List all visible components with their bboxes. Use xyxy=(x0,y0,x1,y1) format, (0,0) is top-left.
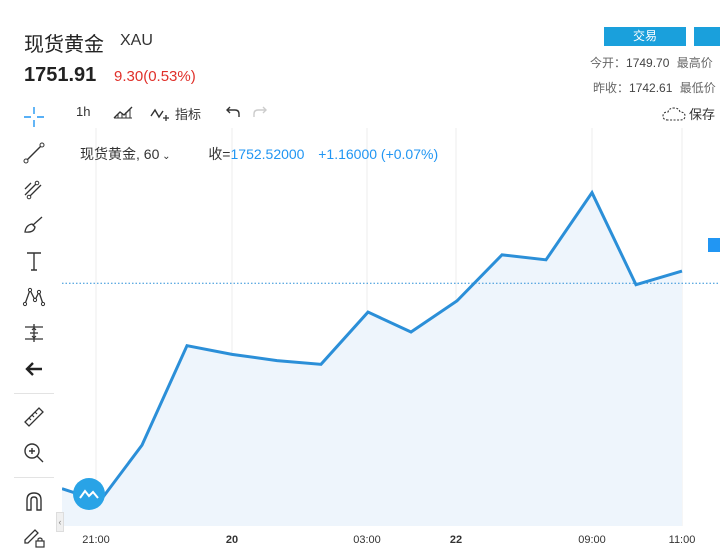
x-tick-label: 22 xyxy=(449,534,463,546)
ruler-icon xyxy=(24,407,44,427)
price-line xyxy=(62,189,683,503)
text-tool[interactable] xyxy=(20,247,48,275)
text-icon xyxy=(27,252,41,271)
open-label: 今开： xyxy=(590,56,627,70)
interval-label: 1h xyxy=(76,104,91,119)
interval-selector[interactable]: 1h xyxy=(76,104,90,119)
indicators-label: 指标 xyxy=(175,107,202,122)
last-price: 1751.91 xyxy=(24,64,97,86)
crosshair-icon xyxy=(24,107,44,127)
price-chart[interactable] xyxy=(62,128,720,526)
save-label: 保存 xyxy=(689,107,716,122)
trade-button[interactable]: 交易 xyxy=(604,27,686,46)
zoom-tool[interactable] xyxy=(20,439,48,467)
x-tick-label: 03:00 xyxy=(353,534,381,546)
cloud-icon xyxy=(662,106,686,121)
legend-change: +1.16000 (+0.07%) xyxy=(318,146,439,162)
lock-pen-icon xyxy=(24,529,45,548)
tool-divider xyxy=(14,393,54,394)
prev-close-label: 昨收： xyxy=(593,81,630,95)
legend-symbol: 现货黄金 xyxy=(80,146,136,162)
indicator-icon xyxy=(150,108,169,121)
brush-icon xyxy=(24,216,43,233)
fib-tool[interactable] xyxy=(20,175,48,203)
brush-tool[interactable] xyxy=(20,211,48,239)
open-stat: 今开：1749.70 最高价 xyxy=(590,54,713,71)
collapse-toolbar-handle[interactable]: ‹ xyxy=(56,512,64,532)
x-tick-label: 21:00 xyxy=(82,534,110,546)
magnet-tool[interactable] xyxy=(20,487,48,515)
open-value: 1749.70 xyxy=(626,56,670,70)
chart-logo[interactable] xyxy=(73,478,105,510)
redo-icon xyxy=(253,106,267,117)
price-change: 9.30(0.53%) xyxy=(114,68,196,85)
measure-tool[interactable] xyxy=(20,319,48,347)
legend-interval[interactable]: 60 xyxy=(143,146,160,162)
drawing-toolbar xyxy=(0,95,62,555)
undo-button[interactable] xyxy=(225,104,241,120)
legend-close-label: 收= xyxy=(208,146,231,162)
chart-legend: 现货黄金, 60 ⌄ 收=1752.52000 +1.16000 (+0.07%… xyxy=(80,146,439,162)
undo-icon xyxy=(226,106,240,117)
low-label: 最低价 xyxy=(679,81,716,95)
prev-close-stat: 昨收：1742.61 最低价 xyxy=(593,79,716,96)
x-tick-label: 11:00 xyxy=(668,534,696,546)
secondary-button[interactable] xyxy=(694,27,720,46)
x-tick-label: 20 xyxy=(225,534,239,546)
pattern-icon xyxy=(22,287,46,307)
prev-close-value: 1742.61 xyxy=(629,81,673,95)
instrument-symbol: XAU xyxy=(120,32,153,49)
instrument-title: 现货黄金 xyxy=(24,34,104,56)
candles-icon xyxy=(113,106,133,119)
time-axis[interactable]: 21:00 20 03:00 22 09:00 11:00 xyxy=(62,526,720,555)
redo-button[interactable] xyxy=(252,104,268,120)
save-button[interactable]: 保存 xyxy=(662,104,715,123)
zoom-in-icon xyxy=(24,443,44,463)
chart-type-button[interactable] xyxy=(112,104,134,120)
tool-divider xyxy=(14,477,54,478)
back-tool[interactable] xyxy=(20,355,48,383)
price-area xyxy=(62,192,682,526)
legend-close-value: 1752.52000 xyxy=(230,146,305,162)
lock-tool[interactable] xyxy=(20,523,48,551)
wave-logo-icon xyxy=(79,489,99,499)
trend-line-icon xyxy=(23,142,45,164)
crosshair-tool[interactable] xyxy=(20,103,48,131)
magnet-icon xyxy=(26,492,42,511)
measure-icon xyxy=(25,324,43,342)
back-arrow-icon xyxy=(25,362,42,376)
current-price-marker xyxy=(708,238,720,252)
indicators-button[interactable]: 指标 xyxy=(150,104,201,123)
fib-icon xyxy=(24,180,42,200)
x-tick-label: 09:00 xyxy=(578,534,606,546)
ruler-tool[interactable] xyxy=(20,403,48,431)
pattern-tool[interactable] xyxy=(20,283,48,311)
high-label: 最高价 xyxy=(676,56,713,70)
trend-line-tool[interactable] xyxy=(20,139,48,167)
chevron-down-icon[interactable]: ⌄ xyxy=(159,151,171,162)
